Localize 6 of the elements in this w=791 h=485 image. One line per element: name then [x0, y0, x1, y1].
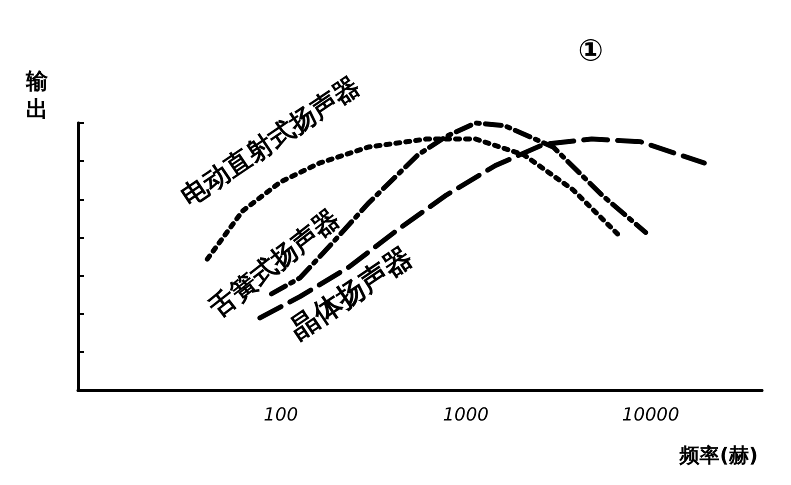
x-axis-title: 频率(赫) — [678, 443, 758, 467]
y-axis-title: 输出 — [25, 70, 49, 122]
x-tick-label: 100 — [264, 404, 298, 426]
x-tick-label: 1000 — [442, 404, 489, 426]
text: ① — [578, 34, 604, 68]
x-tick-label: 10000 — [622, 404, 680, 426]
